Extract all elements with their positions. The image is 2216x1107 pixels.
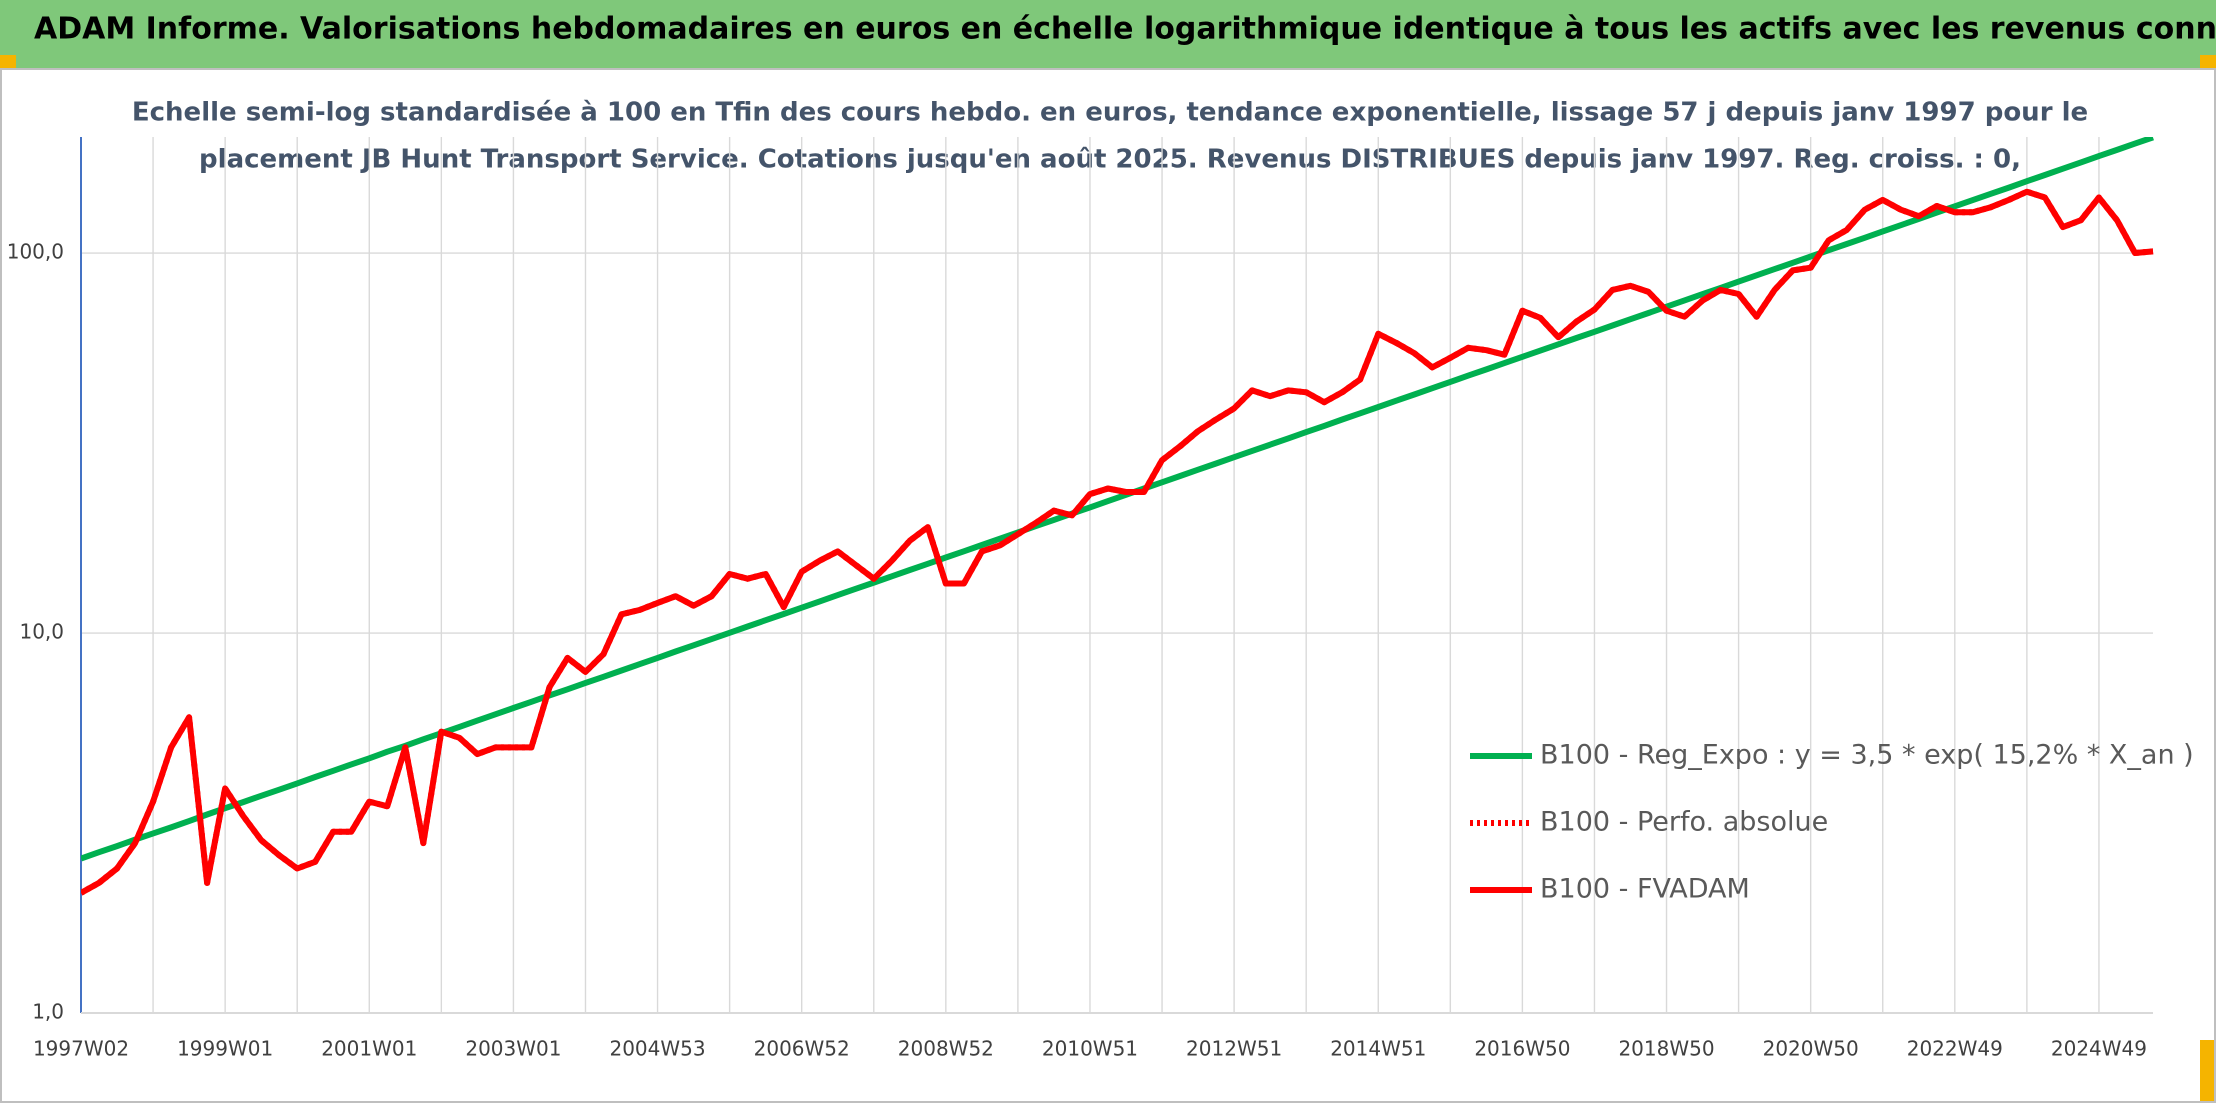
chart-subtitle: placement JB Hunt Transport Service. Cot… [199, 145, 2021, 175]
x-tick-label: 2016W50 [1474, 1037, 1570, 1061]
x-tick-label: 2024W49 [2051, 1037, 2147, 1061]
x-tick-label: 2001W01 [321, 1037, 417, 1061]
x-tick-label: 1997W02 [33, 1037, 129, 1061]
legend-label: B100 - Perfo. absolue [1540, 807, 1828, 838]
header-bar [0, 0, 2216, 68]
x-tick-label: 1999W01 [177, 1037, 273, 1061]
x-tick-label: 2014W51 [1330, 1037, 1426, 1061]
x-tick-label: 2003W01 [465, 1037, 561, 1061]
x-tick-label: 2020W50 [1763, 1037, 1859, 1061]
legend-label: B100 - FVADAM [1540, 874, 1750, 905]
series-line [81, 188, 2154, 896]
x-tick-label: 2018W50 [1618, 1037, 1714, 1061]
x-tick-label: 2008W52 [898, 1037, 994, 1061]
page-title: ADAM Informe. Valorisations hebdomadaire… [34, 12, 2216, 47]
series-line [81, 137, 2154, 862]
x-tick-label: 2010W51 [1042, 1037, 1138, 1061]
x-tick-label: 2006W52 [754, 1037, 850, 1061]
corner [0, 55, 16, 68]
chart-subtitle: Echelle semi-log standardisée à 100 en T… [132, 98, 2088, 128]
corner [2200, 1040, 2216, 1103]
y-tick-label: 100,0 [7, 240, 64, 264]
frame [0, 68, 2216, 1103]
legend-label: B100 - Reg_Expo : y = 3,5 * exp( 15,2% *… [1540, 740, 2194, 771]
corner [2200, 55, 2216, 68]
x-tick-label: 2022W49 [1907, 1037, 2003, 1061]
y-tick-label: 1,0 [32, 1000, 64, 1024]
x-tick-label: 2004W53 [609, 1037, 705, 1061]
y-tick-label: 10,0 [19, 620, 64, 644]
x-tick-label: 2012W51 [1186, 1037, 1282, 1061]
